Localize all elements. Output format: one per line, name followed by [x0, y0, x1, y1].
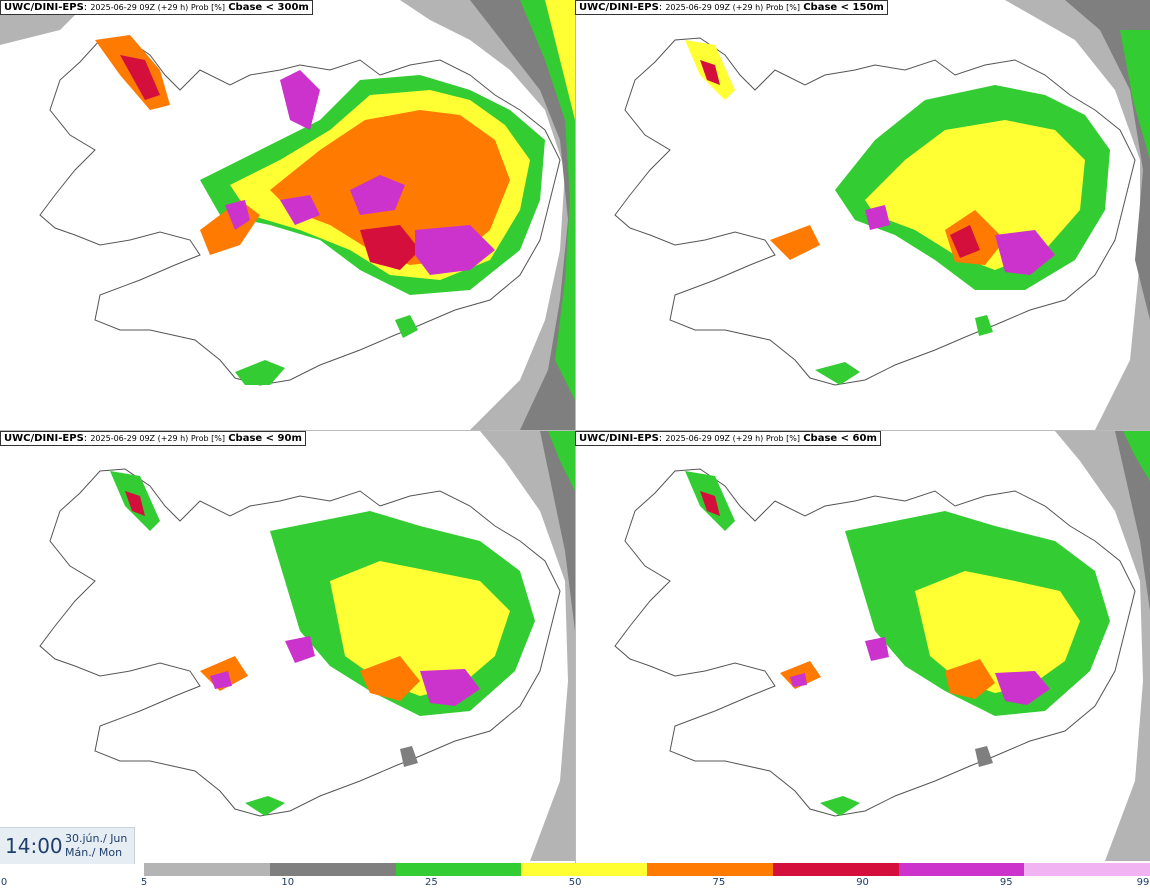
model-name: UWC/DINI-EPS: [4, 433, 84, 444]
cloud-base-threshold: Cbase < 300m: [228, 2, 309, 13]
probability-map: [614, 0, 1150, 430]
model-name: UWC/DINI-EPS: [4, 2, 84, 13]
panel-title: UWC/DINI-EPS: 2025-06-29 09Z (+29 h) Pro…: [575, 431, 881, 446]
map-panel-cbase-300: UWC/DINI-EPS: 2025-06-29 09Z (+29 h) Pro…: [0, 0, 575, 430]
colorbar-bin: [647, 863, 773, 876]
probability-map: [39, 431, 575, 861]
colorbar-tick-label: 10: [281, 877, 295, 888]
colorbar-bin: [395, 863, 522, 876]
panel-divider-horizontal: [0, 430, 1150, 431]
panel-title: UWC/DINI-EPS: 2025-06-29 09Z (+29 h) Pro…: [0, 0, 313, 15]
colorbar-tick-label: 90: [856, 877, 869, 888]
colorbar-bin: [269, 863, 396, 876]
colorbar-tick-label: 25: [425, 877, 438, 888]
map-panel-cbase-60: UWC/DINI-EPS: 2025-06-29 09Z (+29 h) Pro…: [575, 431, 1150, 861]
colorbar-bin: [772, 863, 899, 876]
valid-date: 30.jún./ Jun Mán./ Mon: [65, 832, 127, 860]
colorbar-bin: [1024, 863, 1150, 876]
run-info: 2025-06-29 09Z (+29 h) Prob [%]: [90, 434, 226, 443]
panel-title: UWC/DINI-EPS: 2025-06-29 09Z (+29 h) Pro…: [575, 0, 888, 15]
panel-title: UWC/DINI-EPS: 2025-06-29 09Z (+29 h) Pro…: [0, 431, 306, 446]
colorbar-tick-label: 0: [0, 877, 8, 888]
valid-time-box: 14:00 30.jún./ Jun Mán./ Mon: [0, 827, 135, 864]
cloud-base-threshold: Cbase < 150m: [803, 2, 884, 13]
valid-date-line2: Mán./ Mon: [65, 846, 123, 859]
probability-map: [0, 0, 575, 430]
model-name: UWC/DINI-EPS: [579, 2, 659, 13]
cloud-base-threshold: Cbase < 60m: [803, 433, 877, 444]
cloud-base-threshold: Cbase < 90m: [228, 433, 302, 444]
colorbar-tick-label: 95: [999, 877, 1013, 888]
colorbar-tick-label: 5: [140, 877, 148, 888]
colorbar-bin: [898, 863, 1025, 876]
map-panel-cbase-150: UWC/DINI-EPS: 2025-06-29 09Z (+29 h) Pro…: [575, 0, 1150, 430]
colorbar-bin: [521, 863, 647, 876]
valid-time-clock: 14:00: [5, 834, 63, 858]
probability-map: [614, 431, 1150, 861]
colorbar-tick-label: 75: [712, 877, 726, 888]
colorbar-tick-label: 50: [568, 877, 582, 888]
colorbar-bin: [144, 863, 270, 876]
valid-date-line1: 30.jún./ Jun: [65, 832, 128, 845]
model-name: UWC/DINI-EPS: [579, 433, 659, 444]
probability-colorbar: [144, 863, 1150, 876]
run-info: 2025-06-29 09Z (+29 h) Prob [%]: [665, 3, 801, 12]
run-info: 2025-06-29 09Z (+29 h) Prob [%]: [665, 434, 801, 443]
run-info: 2025-06-29 09Z (+29 h) Prob [%]: [90, 3, 226, 12]
map-panel-cbase-90: UWC/DINI-EPS: 2025-06-29 09Z (+29 h) Pro…: [0, 431, 575, 861]
colorbar-tick-label: 99: [1136, 877, 1150, 888]
